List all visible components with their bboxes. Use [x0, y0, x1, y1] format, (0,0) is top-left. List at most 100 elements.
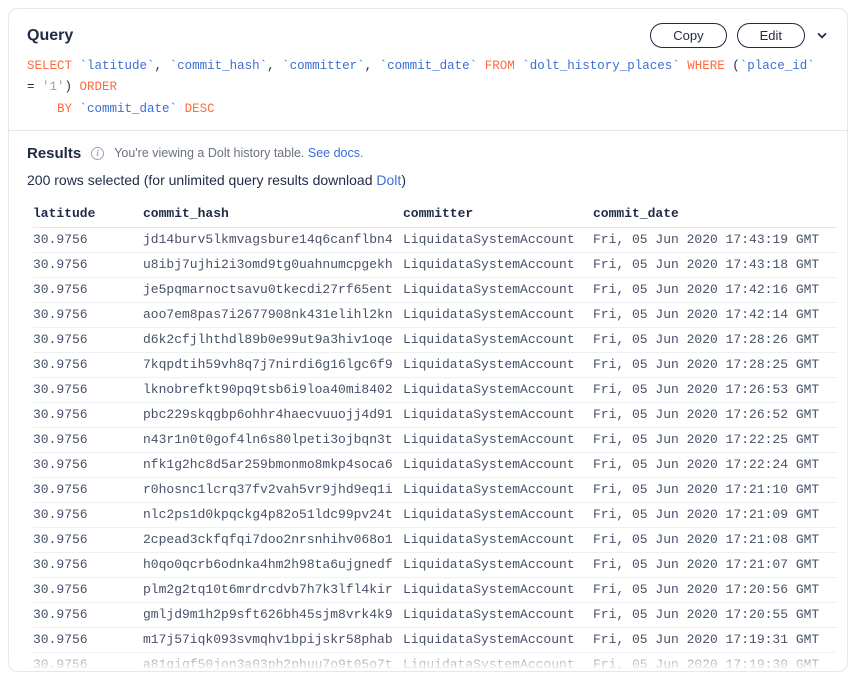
table-cell: nlc2ps1d0kpqckg4p82o51ldc99pv24t	[143, 502, 403, 527]
see-docs-link[interactable]: See docs	[308, 146, 360, 160]
table-cell: 30.9756	[33, 252, 143, 277]
results-header: Results i You're viewing a Dolt history …	[9, 145, 847, 162]
table-cell: Fri, 05 Jun 2020 17:20:56 GMT	[593, 577, 837, 602]
table-cell: 30.9756	[33, 627, 143, 652]
query-section: Query Copy Edit SELECT `latitude`, `comm…	[9, 9, 847, 131]
table-row: 30.9756je5pqmarnoctsavu0tkecdi27rf65entL…	[33, 277, 837, 302]
table-cell: 30.9756	[33, 552, 143, 577]
table-cell: Fri, 05 Jun 2020 17:21:07 GMT	[593, 552, 837, 577]
table-cell: 30.9756	[33, 652, 143, 671]
info-icon: i	[91, 147, 104, 160]
sql-text: SELECT `latitude`, `commit_hash`, `commi…	[27, 56, 829, 120]
table-cell: Fri, 05 Jun 2020 17:42:16 GMT	[593, 277, 837, 302]
table-cell: h0qo0qcrb6odnka4hm2h98ta6ujgnedf	[143, 552, 403, 577]
table-cell: d6k2cfjlhthdl89b0e99ut9a3hiv1oqe	[143, 327, 403, 352]
expand-chevron-icon[interactable]	[815, 29, 829, 43]
copy-button[interactable]: Copy	[650, 23, 726, 48]
table-row: 30.9756gmljd9m1h2p9sft626bh45sjm8vrk4k9L…	[33, 602, 837, 627]
table-cell: 30.9756	[33, 402, 143, 427]
table-cell: 30.9756	[33, 302, 143, 327]
table-cell: 30.9756	[33, 477, 143, 502]
table-cell: 30.9756	[33, 452, 143, 477]
rows-selected-line: 200 rows selected (for unlimited query r…	[9, 172, 847, 188]
table-cell: LiquidataSystemAccount	[403, 602, 593, 627]
col-header-commit-hash: commit_hash	[143, 200, 403, 228]
table-cell: 7kqpdtih59vh8q7j7nirdi6g16lgc6f9	[143, 352, 403, 377]
table-row: 30.9756lknobrefkt90pq9tsb6i9loa40mi8402L…	[33, 377, 837, 402]
table-cell: LiquidataSystemAccount	[403, 527, 593, 552]
table-cell: n43r1n0t0gof4ln6s80lpeti3ojbqn3t	[143, 427, 403, 452]
hint-text: You're viewing a Dolt history table.	[114, 146, 308, 160]
table-cell: Fri, 05 Jun 2020 17:43:18 GMT	[593, 252, 837, 277]
table-cell: LiquidataSystemAccount	[403, 627, 593, 652]
table-cell: Fri, 05 Jun 2020 17:28:25 GMT	[593, 352, 837, 377]
table-cell: u8ibj7ujhi2i3omd9tg0uahnumcpgekh	[143, 252, 403, 277]
query-header: Query Copy Edit	[27, 23, 829, 48]
table-cell: 30.9756	[33, 352, 143, 377]
table-cell: Fri, 05 Jun 2020 17:26:53 GMT	[593, 377, 837, 402]
table-cell: 30.9756	[33, 427, 143, 452]
table-cell: 30.9756	[33, 277, 143, 302]
table-cell: LiquidataSystemAccount	[403, 277, 593, 302]
table-row: 30.9756pbc229skqgbp6ohhr4haecvuuojj4d91L…	[33, 402, 837, 427]
table-cell: plm2g2tq10t6mrdrcdvb7h7k3lfl4kir	[143, 577, 403, 602]
table-cell: gmljd9m1h2p9sft626bh45sjm8vrk4k9	[143, 602, 403, 627]
table-cell: r0hosnc1lcrq37fv2vah5vr9jhd9eq1i	[143, 477, 403, 502]
table-cell: 30.9756	[33, 227, 143, 252]
table-cell: Fri, 05 Jun 2020 17:43:19 GMT	[593, 227, 837, 252]
table-cell: a81gigf50jon3a03ph2phuu7o9t05o7t	[143, 652, 403, 671]
table-cell: LiquidataSystemAccount	[403, 252, 593, 277]
table-row: 30.9756m17j57iqk093svmqhv1bpijskr58phabL…	[33, 627, 837, 652]
col-header-commit-date: commit_date	[593, 200, 837, 228]
table-row: 30.9756jd14burv5lkmvagsbure14q6canflbn4L…	[33, 227, 837, 252]
table-cell: aoo7em8pas7i2677908nk431elihl2kn	[143, 302, 403, 327]
table-cell: LiquidataSystemAccount	[403, 477, 593, 502]
col-header-committer: committer	[403, 200, 593, 228]
table-cell: 30.9756	[33, 502, 143, 527]
table-cell: Fri, 05 Jun 2020 17:22:24 GMT	[593, 452, 837, 477]
table-cell: 30.9756	[33, 527, 143, 552]
query-actions: Copy Edit	[650, 23, 829, 48]
table-cell: 2cpead3ckfqfqi7doo2nrsnhihv068o1	[143, 527, 403, 552]
table-cell: 30.9756	[33, 327, 143, 352]
table-cell: 30.9756	[33, 377, 143, 402]
table-cell: LiquidataSystemAccount	[403, 377, 593, 402]
table-cell: LiquidataSystemAccount	[403, 327, 593, 352]
table-cell: 30.9756	[33, 602, 143, 627]
table-row: 30.97562cpead3ckfqfqi7doo2nrsnhihv068o1L…	[33, 527, 837, 552]
table-cell: Fri, 05 Jun 2020 17:28:26 GMT	[593, 327, 837, 352]
table-row: 30.9756u8ibj7ujhi2i3omd9tg0uahnumcpgekhL…	[33, 252, 837, 277]
table-cell: LiquidataSystemAccount	[403, 402, 593, 427]
query-title: Query	[27, 27, 73, 45]
table-header-row: latitude commit_hash committer commit_da…	[33, 200, 837, 228]
table-row: 30.9756a81gigf50jon3a03ph2phuu7o9t05o7tL…	[33, 652, 837, 671]
table-cell: LiquidataSystemAccount	[403, 227, 593, 252]
table-cell: 30.9756	[33, 577, 143, 602]
table-row: 30.9756d6k2cfjlhthdl89b0e99ut9a3hiv1oqeL…	[33, 327, 837, 352]
table-row: 30.9756r0hosnc1lcrq37fv2vah5vr9jhd9eq1iL…	[33, 477, 837, 502]
table-cell: Fri, 05 Jun 2020 17:19:30 GMT	[593, 652, 837, 671]
results-section: Results i You're viewing a Dolt history …	[9, 131, 847, 671]
table-cell: m17j57iqk093svmqhv1bpijskr58phab	[143, 627, 403, 652]
table-cell: lknobrefkt90pq9tsb6i9loa40mi8402	[143, 377, 403, 402]
rows-selected-suffix: )	[401, 172, 406, 188]
table-cell: LiquidataSystemAccount	[403, 552, 593, 577]
table-cell: LiquidataSystemAccount	[403, 577, 593, 602]
edit-button[interactable]: Edit	[737, 23, 805, 48]
table-cell: Fri, 05 Jun 2020 17:19:31 GMT	[593, 627, 837, 652]
table-row: 30.9756nfk1g2hc8d5ar259bmonmo8mkp4soca6L…	[33, 452, 837, 477]
history-hint: You're viewing a Dolt history table. See…	[114, 146, 363, 160]
table-cell: Fri, 05 Jun 2020 17:42:14 GMT	[593, 302, 837, 327]
table-row: 30.9756aoo7em8pas7i2677908nk431elihl2knL…	[33, 302, 837, 327]
table-cell: LiquidataSystemAccount	[403, 452, 593, 477]
table-cell: Fri, 05 Jun 2020 17:20:55 GMT	[593, 602, 837, 627]
results-table-scroll[interactable]: latitude commit_hash committer commit_da…	[9, 200, 847, 671]
table-row: 30.97567kqpdtih59vh8q7j7nirdi6g16lgc6f9L…	[33, 352, 837, 377]
table-row: 30.9756h0qo0qcrb6odnka4hm2h98ta6ujgnedfL…	[33, 552, 837, 577]
dolt-link[interactable]: Dolt	[376, 172, 401, 188]
table-row: 30.9756plm2g2tq10t6mrdrcdvb7h7k3lfl4kirL…	[33, 577, 837, 602]
table-cell: LiquidataSystemAccount	[403, 427, 593, 452]
table-cell: Fri, 05 Jun 2020 17:26:52 GMT	[593, 402, 837, 427]
table-cell: Fri, 05 Jun 2020 17:21:08 GMT	[593, 527, 837, 552]
table-row: 30.9756n43r1n0t0gof4ln6s80lpeti3ojbqn3tL…	[33, 427, 837, 452]
